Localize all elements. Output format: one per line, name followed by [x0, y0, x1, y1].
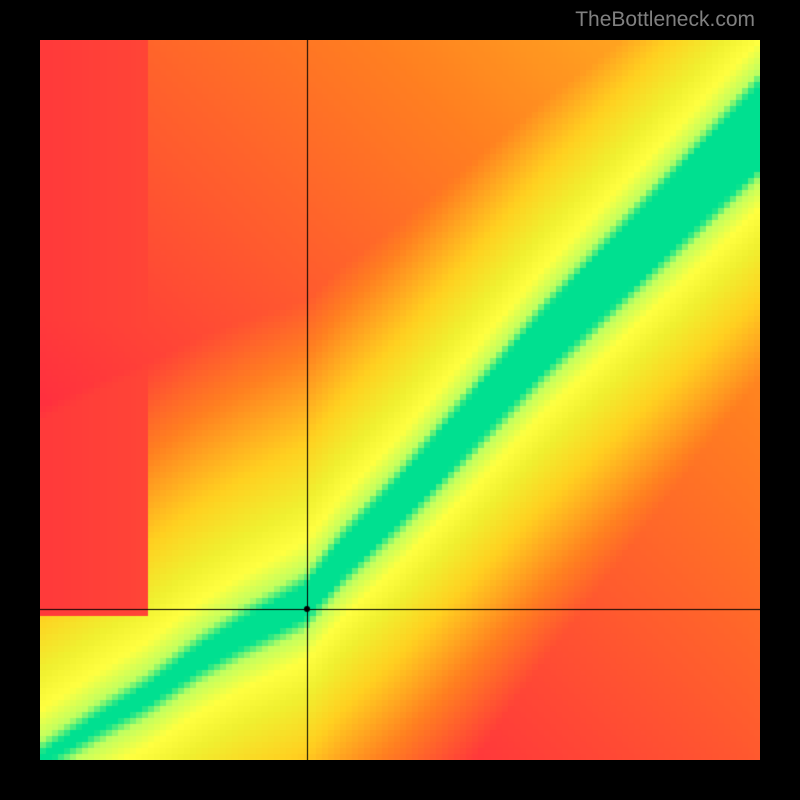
bottleneck-heatmap [40, 40, 760, 760]
watermark-text: TheBottleneck.com [575, 8, 755, 32]
heatmap-canvas [40, 40, 760, 760]
